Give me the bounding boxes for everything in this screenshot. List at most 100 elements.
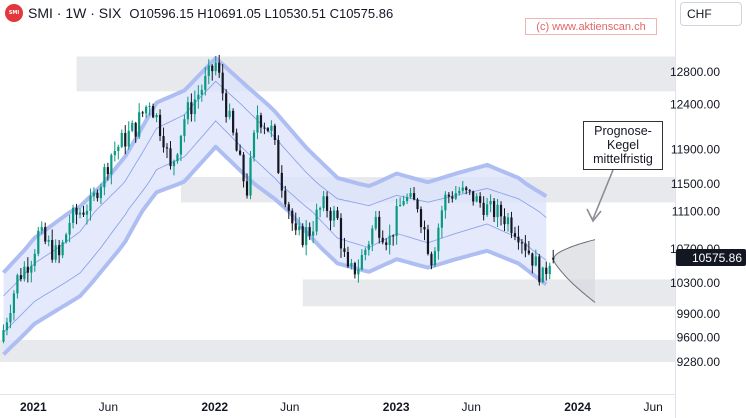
- candle[interactable]: [270, 120, 273, 138]
- candle[interactable]: [23, 261, 26, 282]
- currency-selector[interactable]: CHF: [680, 2, 742, 26]
- candle[interactable]: [339, 213, 343, 258]
- candle[interactable]: [172, 159, 176, 176]
- candle[interactable]: [385, 238, 388, 251]
- candle[interactable]: [520, 238, 524, 254]
- candle[interactable]: [364, 247, 367, 261]
- candle[interactable]: [54, 239, 57, 263]
- candle[interactable]: [183, 114, 186, 143]
- candle[interactable]: [503, 208, 506, 232]
- candle[interactable]: [444, 191, 447, 219]
- candle[interactable]: [110, 153, 113, 185]
- candle[interactable]: [325, 191, 329, 218]
- candle[interactable]: [263, 122, 266, 135]
- candle[interactable]: [207, 59, 210, 85]
- candle[interactable]: [416, 197, 419, 213]
- candle[interactable]: [9, 304, 12, 329]
- candle[interactable]: [492, 198, 496, 223]
- candle[interactable]: [395, 198, 398, 245]
- time-axis[interactable]: 2021 Jun 2022 Jun 2023 Jun 2024 Jun: [20, 400, 663, 414]
- candle[interactable]: [5, 317, 9, 336]
- candle[interactable]: [510, 211, 513, 239]
- candle[interactable]: [284, 185, 287, 208]
- candle[interactable]: [193, 90, 196, 122]
- candle[interactable]: [419, 206, 423, 234]
- candle[interactable]: [162, 127, 165, 153]
- candle[interactable]: [548, 262, 551, 280]
- candle[interactable]: [305, 220, 308, 256]
- candle[interactable]: [61, 239, 64, 259]
- candle[interactable]: [218, 54, 221, 78]
- candle[interactable]: [322, 191, 325, 212]
- candle[interactable]: [134, 121, 137, 143]
- candle[interactable]: [165, 143, 169, 159]
- candle[interactable]: [552, 249, 555, 264]
- candle[interactable]: [158, 109, 162, 142]
- candle[interactable]: [40, 221, 43, 235]
- candle[interactable]: [350, 259, 353, 270]
- candle[interactable]: [256, 105, 259, 140]
- candle[interactable]: [141, 110, 144, 118]
- candle[interactable]: [266, 127, 270, 133]
- candle[interactable]: [151, 103, 155, 119]
- candle[interactable]: [440, 205, 443, 238]
- candle[interactable]: [249, 150, 252, 200]
- candle[interactable]: [329, 207, 332, 231]
- candle[interactable]: [37, 226, 40, 257]
- candle[interactable]: [315, 203, 318, 236]
- candle[interactable]: [388, 224, 391, 255]
- candle[interactable]: [242, 152, 245, 188]
- candle[interactable]: [2, 324, 5, 344]
- candle[interactable]: [486, 197, 489, 217]
- candle[interactable]: [103, 163, 106, 196]
- candle[interactable]: [374, 210, 377, 231]
- candle[interactable]: [312, 221, 315, 244]
- candle[interactable]: [468, 188, 471, 196]
- candle[interactable]: [479, 192, 482, 208]
- candle[interactable]: [294, 212, 297, 236]
- candle[interactable]: [204, 67, 207, 96]
- candle[interactable]: [402, 195, 405, 207]
- candle[interactable]: [44, 222, 47, 245]
- candle[interactable]: [277, 135, 280, 175]
- candle[interactable]: [475, 193, 478, 203]
- candle[interactable]: [353, 261, 356, 279]
- candle[interactable]: [465, 186, 468, 195]
- candle[interactable]: [96, 189, 99, 202]
- candle[interactable]: [228, 103, 231, 120]
- candle[interactable]: [336, 206, 339, 220]
- candle[interactable]: [538, 253, 541, 286]
- candle[interactable]: [454, 186, 457, 201]
- candle[interactable]: [232, 108, 235, 136]
- candle[interactable]: [252, 129, 256, 162]
- candle[interactable]: [30, 260, 33, 283]
- candle[interactable]: [371, 225, 374, 252]
- candle[interactable]: [381, 230, 384, 245]
- candle[interactable]: [545, 261, 548, 281]
- candle[interactable]: [127, 121, 130, 150]
- candle[interactable]: [482, 196, 485, 221]
- candle[interactable]: [451, 191, 454, 203]
- candle[interactable]: [433, 247, 437, 268]
- candle[interactable]: [541, 266, 544, 284]
- candle[interactable]: [472, 190, 475, 206]
- candle[interactable]: [291, 208, 294, 231]
- candle[interactable]: [186, 96, 189, 125]
- candle[interactable]: [138, 103, 141, 140]
- candle[interactable]: [145, 105, 148, 118]
- candle[interactable]: [357, 259, 360, 283]
- candle[interactable]: [197, 85, 200, 109]
- candle[interactable]: [259, 112, 263, 134]
- candle[interactable]: [423, 220, 426, 241]
- candle[interactable]: [47, 235, 50, 247]
- candle[interactable]: [378, 211, 381, 244]
- candle[interactable]: [65, 232, 68, 244]
- candle[interactable]: [169, 141, 172, 170]
- candle[interactable]: [513, 226, 517, 241]
- candle[interactable]: [506, 212, 510, 232]
- candle[interactable]: [534, 249, 537, 267]
- candle[interactable]: [26, 257, 29, 283]
- candle[interactable]: [531, 252, 534, 274]
- candle[interactable]: [51, 229, 54, 263]
- candle[interactable]: [89, 188, 92, 221]
